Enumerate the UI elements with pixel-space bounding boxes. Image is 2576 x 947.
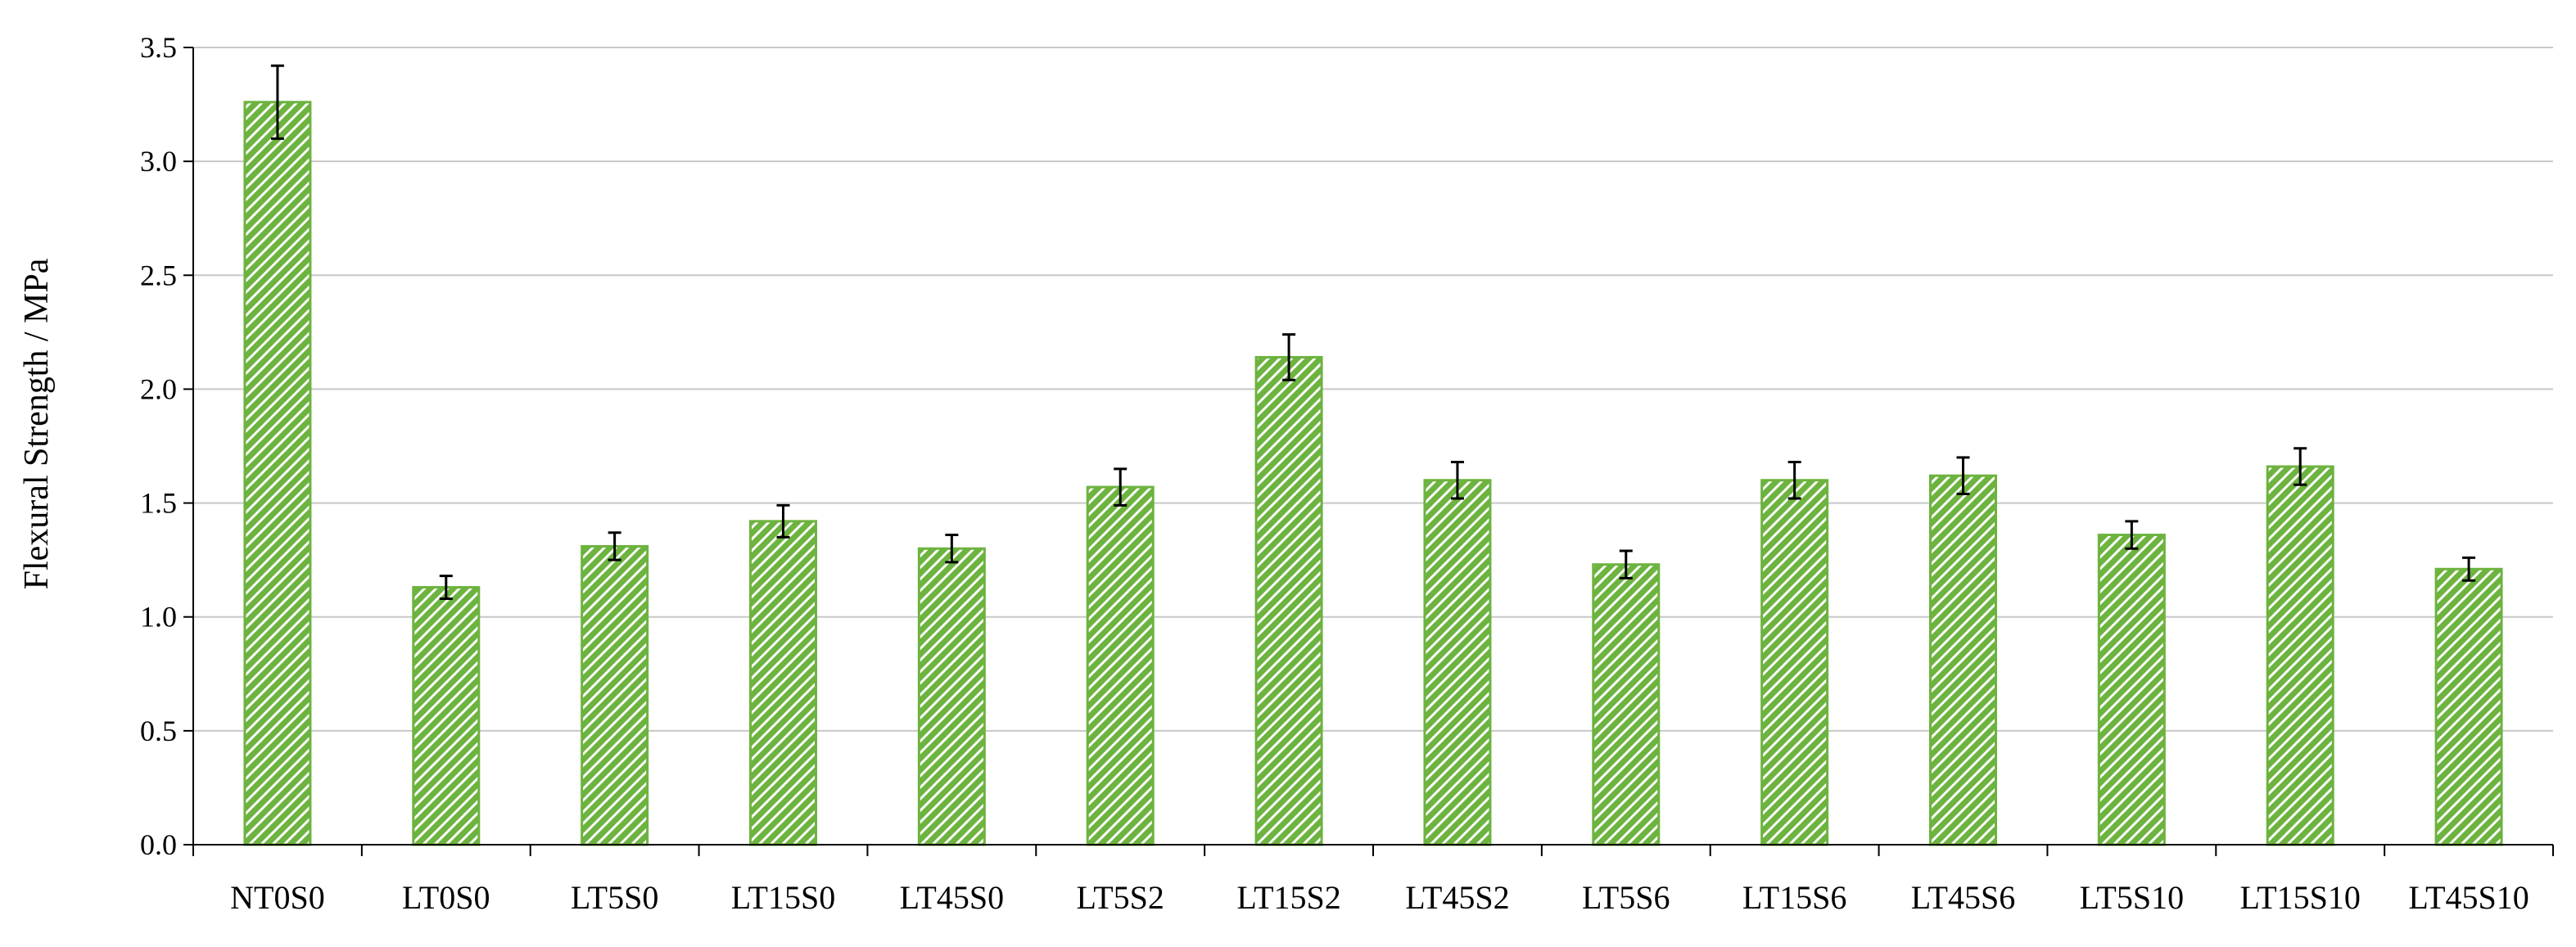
x-tick-label: LT5S0 (571, 879, 658, 916)
error-bar-lt0s0 (439, 575, 453, 600)
x-tick-label: LT5S10 (2080, 879, 2184, 916)
error-bar-lt45s0 (945, 534, 959, 564)
axes (183, 47, 2554, 856)
bar-nt0s0 (243, 101, 312, 846)
x-tick-label: LT15S2 (1236, 879, 1340, 916)
y-tick-label: 2.0 (140, 372, 177, 405)
error-bar-lt45s10 (2462, 556, 2476, 582)
y-tick-label: 1.0 (140, 601, 177, 634)
x-tick-label: LT5S2 (1076, 879, 1164, 916)
x-tick-label: LT15S6 (1742, 879, 1846, 916)
bar-lt45s0 (917, 547, 986, 846)
x-tick-label: LT15S0 (731, 879, 835, 916)
bar-lt15s6 (1760, 479, 1829, 846)
bar-lt45s10 (2434, 567, 2503, 846)
bar-lt15s10 (2266, 465, 2334, 846)
y-tick-label: 1.5 (140, 487, 177, 520)
x-tick-label: LT45S0 (900, 879, 1004, 916)
error-bar-lt5s2 (1114, 467, 1128, 507)
y-tick-label: 2.5 (140, 259, 177, 291)
bar-lt15s0 (749, 520, 817, 846)
bar-lt45s6 (1929, 474, 1997, 846)
bar-lt15s2 (1254, 355, 1323, 846)
bar-lt5s10 (2097, 534, 2166, 846)
error-bar-lt5s6 (1619, 549, 1633, 579)
error-bar-lt45s6 (1956, 456, 1970, 495)
tick-labels: 0.0 0.5 1.0 1.5 2.0 2.5 3.0 3.5 NT0S0 LT0S0 LT5S0 L… (140, 31, 2529, 916)
x-tick-label: LT0S0 (402, 879, 490, 916)
y-tick-label: 3.0 (140, 145, 177, 178)
error-bar-lt15s6 (1787, 460, 1801, 500)
x-tick-label: LT15S10 (2239, 879, 2360, 916)
bar-lt0s0 (412, 586, 481, 846)
y-tick-label: 0.5 (140, 715, 177, 747)
error-bar-lt5s0 (608, 531, 621, 561)
x-tick-label: LT45S10 (2408, 879, 2529, 916)
bar-lt5s2 (1086, 485, 1155, 846)
x-tick-label: LT5S6 (1582, 879, 1670, 916)
bar-lt5s0 (581, 544, 649, 846)
error-bar-lt5s10 (2125, 520, 2139, 550)
bar-lt5s6 (1592, 563, 1661, 846)
error-bar-nt0s0 (270, 64, 284, 140)
error-bar-lt15s2 (1282, 333, 1296, 381)
x-tick-label: LT45S6 (1911, 879, 2015, 916)
bars (243, 101, 2503, 846)
error-bar-lt15s0 (776, 503, 790, 539)
y-tick-label: 0.0 (140, 828, 177, 861)
error-bar-lt15s10 (2294, 447, 2307, 486)
x-tick-label: NT0S0 (230, 879, 325, 916)
gridlines (193, 47, 2553, 732)
bar-lt45s2 (1423, 479, 1492, 846)
error-bars (270, 64, 2476, 600)
error-bar-lt45s2 (1450, 460, 1464, 500)
y-axis-title: Flexural Strength / MPa (18, 258, 56, 589)
x-tick-label: LT45S2 (1405, 879, 1509, 916)
y-tick-label: 3.5 (140, 31, 177, 64)
